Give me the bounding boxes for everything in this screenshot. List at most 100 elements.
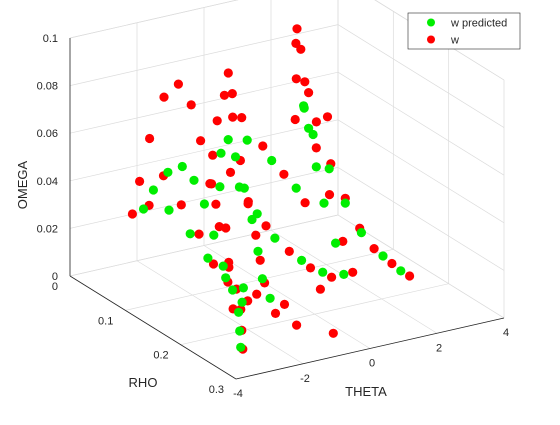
data-point-w — [227, 89, 237, 99]
rho-tick-label: 0.2 — [153, 350, 168, 362]
data-point-w-predicted — [299, 101, 309, 111]
data-point-w-predicted — [218, 261, 228, 271]
data-point-w-predicted — [209, 230, 219, 240]
data-point-w-predicted — [247, 214, 257, 225]
data-point-w — [176, 200, 186, 210]
data-point-w-predicted — [311, 162, 321, 172]
data-point-w-predicted — [319, 198, 329, 208]
data-point-w — [228, 112, 238, 122]
rho-tick-label: 0.1 — [98, 315, 113, 327]
data-point-w-predicted — [237, 297, 247, 307]
data-point-w — [255, 255, 265, 265]
rho-tick-label: 0 — [52, 281, 58, 293]
data-point-w — [186, 100, 196, 110]
data-point-w-predicted — [318, 267, 328, 277]
data-point-w — [327, 272, 337, 282]
theta-tick-label: 0 — [369, 358, 375, 370]
data-point-w — [292, 24, 302, 34]
floor-grid-rho — [180, 283, 449, 346]
data-point-w-predicted — [163, 167, 173, 177]
data-point-w — [270, 308, 281, 318]
data-point-w — [300, 77, 310, 87]
data-point-w — [261, 221, 271, 231]
data-point-w — [237, 113, 247, 123]
data-point-w-predicted — [199, 199, 209, 209]
data-point-w-predicted — [228, 285, 238, 295]
data-point-w-predicted — [340, 198, 350, 208]
data-point-w-predicted — [257, 274, 267, 284]
data-point-w-predicted — [230, 152, 241, 162]
data-point-w — [300, 198, 310, 208]
data-point-w — [135, 176, 145, 186]
data-point-w-predicted — [304, 123, 314, 133]
data-point-w — [284, 246, 294, 256]
back-wall-grid-omega — [69, 214, 339, 277]
axis-layer — [69, 38, 505, 380]
data-point-w — [311, 117, 321, 127]
side-wall-grid-omega — [337, 71, 505, 176]
data-point-w-predicted — [203, 253, 213, 263]
data-point-w-predicted — [297, 255, 307, 265]
data-point-w — [292, 320, 302, 330]
data-point-w — [252, 289, 262, 299]
data-point-w — [211, 199, 221, 209]
data-point-w-predicted — [270, 233, 280, 243]
data-point-w — [205, 179, 215, 189]
data-point-w — [145, 133, 155, 144]
theta-axis-line — [235, 317, 505, 380]
data-point-w-predicted — [138, 204, 149, 214]
rho-tick-label: 0.3 — [209, 384, 224, 396]
legend-box — [407, 12, 521, 50]
data-point-w-predicted — [236, 342, 246, 352]
theta-tick-label: -2 — [300, 373, 310, 385]
back-wall-grid-omega — [69, 119, 339, 182]
data-point-w-predicted — [234, 307, 244, 317]
theta-tick-label: 4 — [503, 327, 509, 339]
data-point-w-predicted — [242, 135, 252, 145]
data-point-w — [212, 116, 222, 126]
data-point-w — [251, 230, 261, 240]
side-wall-grid-omega — [337, 167, 505, 271]
data-point-w — [305, 263, 316, 273]
data-point-w — [225, 167, 236, 177]
data-point-w — [328, 328, 338, 338]
data-point-w-predicted — [265, 293, 275, 303]
data-point-w — [290, 114, 300, 125]
theta-tick-label: -4 — [233, 388, 243, 400]
side-wall-grid-omega — [337, 119, 505, 224]
data-point-w-predicted — [189, 175, 199, 185]
data-point-w — [348, 267, 358, 277]
data-point-w — [291, 74, 301, 84]
data-point-w-predicted — [291, 183, 301, 193]
omega-tick-label: 0.04 — [37, 176, 58, 188]
y-axis-label: RHO — [129, 375, 158, 390]
legend-marker-w — [427, 35, 435, 44]
data-point-w-predicted — [221, 273, 231, 283]
data-point-w — [405, 271, 415, 281]
side-wall-grid-omega — [337, 24, 505, 128]
data-point-w — [296, 44, 306, 54]
data-point-w-predicted — [235, 326, 245, 336]
data-point-w-predicted — [238, 283, 248, 293]
omega-tick-label: 0 — [52, 271, 58, 283]
data-point-w-predicted — [216, 148, 226, 158]
back-wall-grid-omega — [69, 71, 339, 134]
data-point-w — [243, 199, 253, 209]
data-point-w-predicted — [396, 266, 406, 276]
data-point-w-predicted — [185, 229, 195, 239]
data-point-w — [324, 190, 335, 200]
omega-tick-label: 0.08 — [37, 81, 58, 93]
data-point-w — [315, 284, 325, 294]
floor-grid-theta — [270, 229, 438, 334]
data-point-w — [194, 229, 204, 239]
data-point-w — [196, 136, 206, 146]
data-point-w-predicted — [331, 238, 341, 248]
legend-label-w-predicted: w predicted — [450, 18, 507, 30]
data-point-w-predicted — [253, 246, 263, 256]
data-point-w — [214, 222, 224, 232]
data-point-w-predicted — [177, 161, 187, 172]
data-point-w — [173, 79, 183, 89]
data-point-w — [127, 209, 137, 219]
data-point-w — [223, 68, 233, 78]
